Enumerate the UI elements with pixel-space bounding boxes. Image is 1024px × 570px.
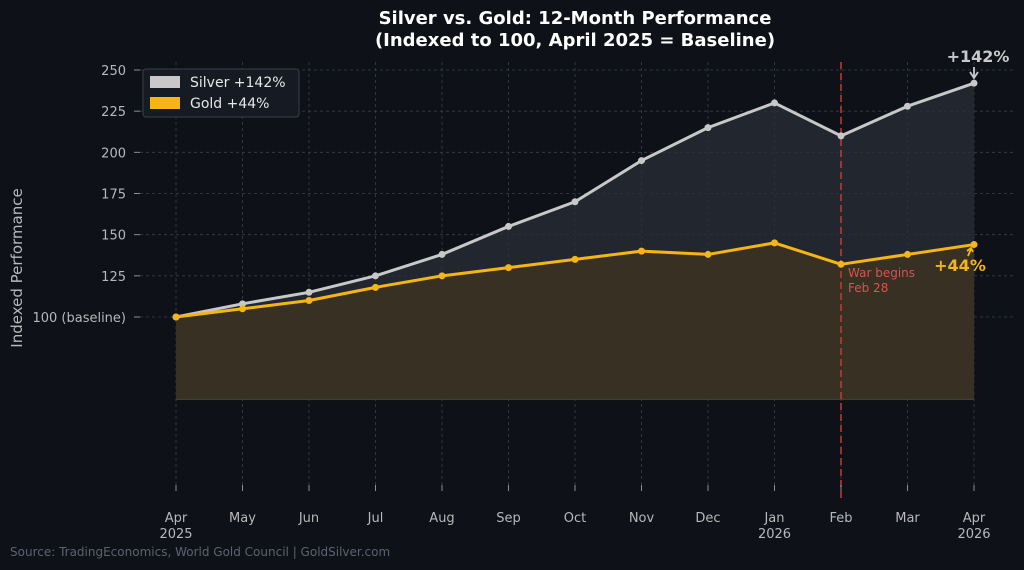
x-tick-label: Nov [629, 511, 655, 526]
data-point-gold [771, 239, 778, 247]
y-tick-label: 200 [101, 146, 126, 161]
data-point-silver [771, 99, 778, 107]
x-tick-label: May [229, 511, 256, 526]
x-tick-label: Sep [496, 511, 521, 526]
data-point-silver [571, 198, 579, 206]
chart-title-line1: Silver vs. Gold: 12-Month Performance [379, 8, 772, 29]
line-layer [172, 79, 978, 321]
chart-title-line2: (Indexed to 100, April 2025 = Baseline) [375, 30, 775, 51]
legend-label-gold: Gold +44% [190, 96, 270, 112]
silver-annotation-arrow [969, 67, 979, 80]
silver-end-annotation: +142% [947, 47, 1010, 66]
x-tick-label: Jun [298, 511, 319, 526]
data-point-gold [239, 305, 246, 313]
y-tick-label: 150 [101, 229, 126, 244]
data-point-gold [837, 260, 845, 268]
y-axis-label: Indexed Performance [8, 188, 26, 347]
data-point-silver [704, 124, 712, 132]
x-tick-label: Jul [367, 511, 384, 526]
data-point-silver [970, 79, 978, 87]
y-tick-label: 175 [101, 188, 126, 203]
data-point-gold [571, 255, 579, 263]
y-tick-label: 100 (baseline) [32, 311, 126, 326]
event-label: War begins [848, 266, 915, 280]
data-point-silver [837, 132, 845, 140]
data-point-gold [904, 250, 911, 258]
area-fill-gold [176, 242, 974, 400]
data-point-silver [305, 288, 313, 296]
data-point-gold [704, 250, 712, 258]
data-point-gold [970, 241, 978, 249]
y-tick-label: 250 [101, 64, 126, 79]
fill-layer [176, 83, 974, 400]
data-point-silver [239, 300, 246, 308]
source-note: Source: TradingEconomics, World Gold Cou… [10, 545, 390, 559]
x-tick-year-label: 2025 [159, 527, 192, 542]
data-point-gold [172, 313, 180, 321]
data-point-gold [372, 283, 379, 291]
y-tick-label: 225 [101, 105, 126, 120]
x-tick-label: Feb [829, 511, 852, 526]
data-point-silver [505, 222, 512, 230]
data-point-gold [438, 272, 446, 280]
legend: Silver +142% Gold +44% [142, 68, 300, 118]
x-tick-label: Apr [963, 511, 986, 526]
legend-label-silver: Silver +142% [190, 75, 286, 91]
data-point-silver [372, 272, 379, 280]
data-point-silver [438, 250, 446, 258]
gold-annotation-arrow [966, 246, 974, 257]
data-point-silver [638, 157, 645, 165]
x-tick-label: Mar [895, 511, 920, 526]
data-point-gold [305, 297, 313, 305]
x-tick-label: Aug [429, 511, 454, 526]
event-date-label: Feb 28 [848, 281, 888, 295]
x-tick-label: Jan [763, 511, 784, 526]
data-point-gold [505, 264, 512, 272]
y-tick-label: 125 [101, 270, 126, 285]
legend-box [142, 68, 300, 118]
x-tick-year-label: 2026 [957, 527, 990, 542]
x-tick-label: Dec [695, 511, 720, 526]
annotation-layer: +142% +44% [934, 47, 1009, 275]
tick-layer: 100 (baseline)125150175200225250Apr2025M… [32, 64, 990, 542]
gold-end-annotation: +44% [934, 256, 986, 275]
x-tick-label: Oct [564, 511, 586, 526]
x-tick-year-label: 2026 [758, 527, 791, 542]
x-tick-label: Apr [165, 511, 188, 526]
legend-swatch-silver [150, 76, 180, 88]
data-point-gold [638, 247, 645, 255]
data-point-silver [904, 102, 911, 110]
legend-swatch-gold [150, 97, 180, 109]
